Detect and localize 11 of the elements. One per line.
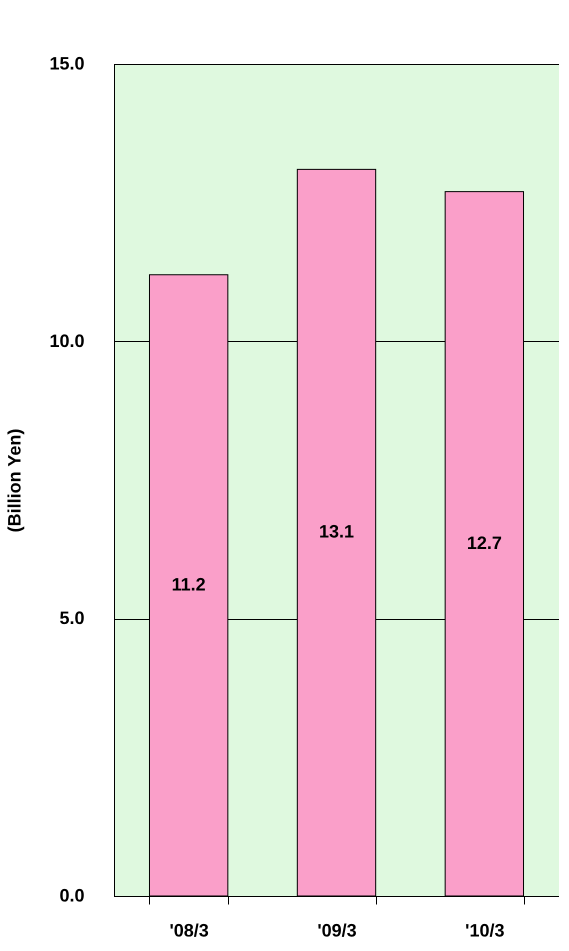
y-axis-title: (Billion Yen) [4, 428, 24, 532]
x-tick-label: '09/3 [317, 920, 357, 940]
y-tick-label: 5.0 [59, 608, 84, 628]
data-label: 12.7 [466, 532, 502, 553]
data-label: 11.2 [172, 574, 206, 594]
x-tick-label: '10/3 [465, 920, 505, 940]
y-tick-label: 0.0 [59, 886, 84, 906]
data-label: 13.1 [318, 522, 354, 542]
y-tick-label: 10.0 [49, 330, 84, 351]
x-tick-label: '08/3 [169, 920, 209, 940]
y-tick-label: 15.0 [49, 54, 84, 74]
